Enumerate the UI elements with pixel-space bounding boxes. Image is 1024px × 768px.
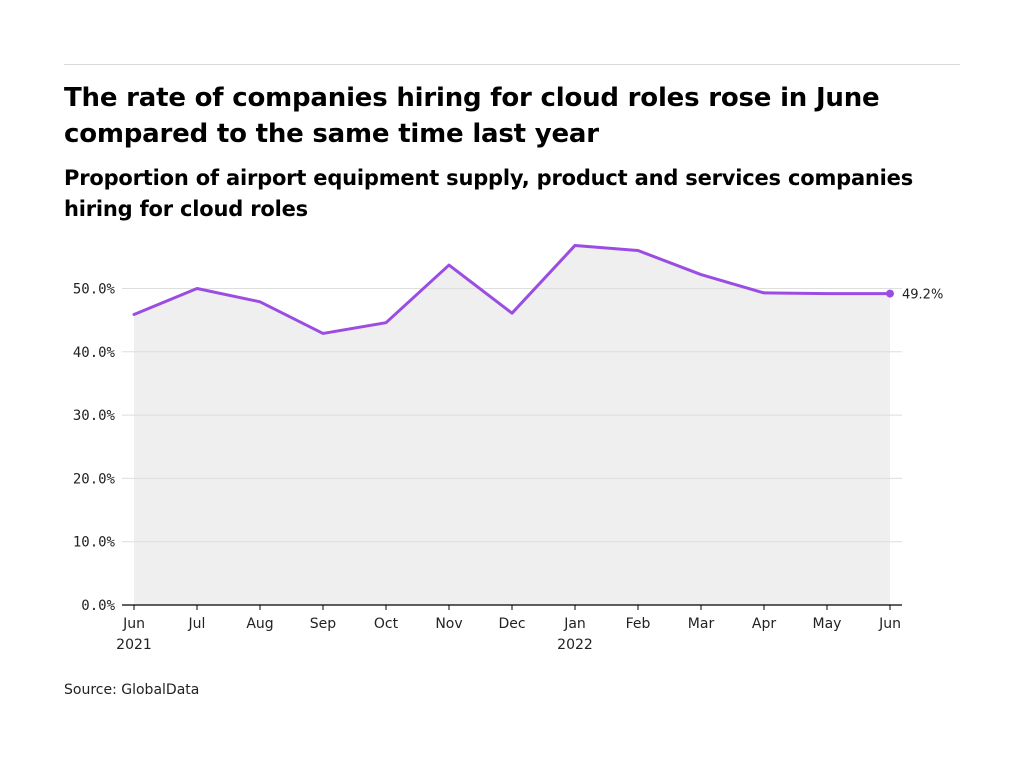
y-tick-label: 30.0% [73, 408, 116, 424]
x-tick-label: Jan [563, 616, 586, 632]
top-divider [64, 64, 960, 65]
x-tick-label: Sep [310, 616, 337, 632]
x-tick-label: May [813, 616, 842, 632]
x-tick-label: Jul [188, 616, 206, 632]
x-tick-label: Jun [122, 616, 145, 632]
x-tick-label: Mar [688, 616, 715, 632]
end-point-marker [886, 289, 894, 298]
area-fill [134, 245, 890, 605]
chart-subtitle: Proportion of airport equipment supply, … [64, 166, 914, 221]
y-tick-label: 20.0% [73, 471, 116, 487]
series-line [132, 243, 892, 335]
x-tick-label: Feb [626, 616, 651, 632]
y-tick-label: 0.0% [81, 598, 115, 614]
x-tick-label: Jun [878, 616, 901, 632]
source-note: Source: GlobalData [64, 682, 200, 698]
y-tick-label: 40.0% [73, 345, 116, 361]
y-tick-label: 10.0% [73, 535, 116, 551]
x-tick-label: Aug [246, 616, 273, 632]
end-value-label: 49.2% [902, 288, 943, 303]
chart-title: The rate of companies hiring for cloud r… [64, 83, 880, 149]
x-tick-year-label: 2022 [557, 637, 593, 653]
x-tick-year-label: 2021 [116, 637, 152, 653]
x-tick-label: Dec [498, 616, 525, 632]
x-tick-label: Nov [435, 616, 462, 632]
x-tick-label: Oct [374, 616, 399, 632]
y-tick-label: 50.0% [73, 282, 116, 298]
x-tick-label: Apr [752, 616, 776, 632]
